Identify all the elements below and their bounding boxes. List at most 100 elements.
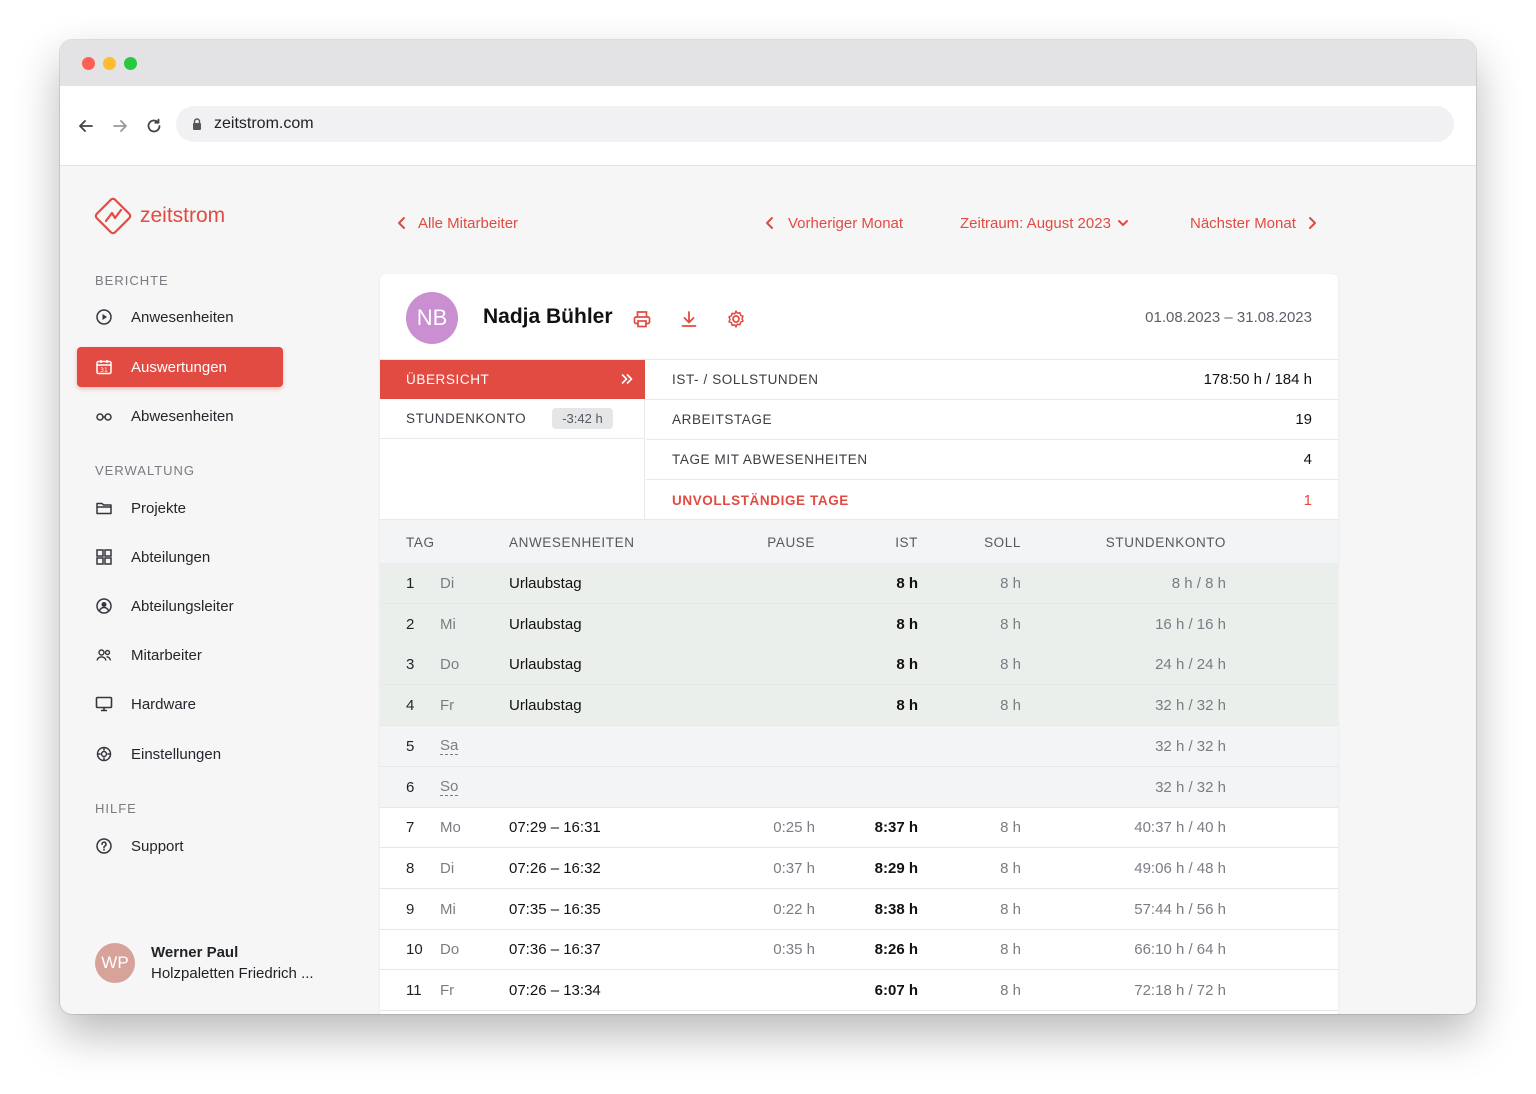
settings-gear-icon[interactable]: [725, 308, 747, 330]
table-row[interactable]: 6 So 32 h / 32 h: [380, 766, 1338, 808]
address-bar[interactable]: zeitstrom.com: [176, 106, 1454, 142]
summary-value: 1: [1303, 491, 1312, 509]
sidebar-item-mitarbeiter[interactable]: Mitarbeiter: [77, 635, 283, 675]
weekday-cell: Do: [440, 941, 460, 959]
maximize-window-button[interactable]: [124, 57, 137, 70]
soll-cell: 8 h: [1000, 575, 1021, 592]
weekday-cell: So: [440, 777, 459, 796]
soll-cell: 8 h: [1000, 900, 1021, 918]
summary-row-ist-soll: IST- / SOLLSTUNDEN 178:50 h / 184 h: [646, 360, 1338, 400]
logo[interactable]: zeitstrom: [92, 195, 225, 237]
table-row[interactable]: 10 Do 07:36 – 16:37 0:35 h 8:26 h 8 h 66:10 h …: [380, 929, 1338, 971]
browser-toolbar: zeitstrom.com: [60, 86, 1476, 166]
sidebar-item-label: Einstellungen: [131, 745, 222, 763]
stundenkonto-badge: -3:42 h: [552, 408, 613, 429]
ist-cell: 8 h: [896, 575, 918, 592]
stundenkonto-cell: 57:44 h / 56 h: [1134, 900, 1226, 918]
table-row[interactable]: 3 Do Urlaubstag 8 h 8 h 24 h / 24 h: [380, 644, 1338, 686]
folder-icon: [95, 499, 113, 517]
user-name: Werner Paul: [151, 944, 239, 961]
sidebar-item-einstellungen[interactable]: Einstellungen: [77, 734, 283, 774]
svg-text:31: 31: [100, 367, 108, 374]
app-content: zeitstrom BERICHTE Anwesenheiten 31 Ausw…: [60, 166, 1476, 1014]
print-icon[interactable]: [631, 308, 653, 330]
sidebar-item-label: Mitarbeiter: [131, 646, 202, 664]
attendance-cell: Urlaubstag: [509, 697, 582, 715]
column-header-pause: PAUSE: [767, 535, 815, 550]
table-row[interactable]: 11 Fr 07:26 – 13:34 6:07 h 8 h 72:18 h / 72 h: [380, 970, 1338, 1011]
sidebar-item-label: Support: [131, 837, 184, 855]
section-label-berichte: BERICHTE: [95, 273, 169, 288]
day-cell: 10: [406, 941, 423, 959]
summary-row-unvollstaendig[interactable]: UNVOLLSTÄNDIGE TAGE 1: [646, 480, 1338, 520]
summary-label: UNVOLLSTÄNDIGE TAGE: [672, 492, 849, 508]
sidebar-item-label: Abwesenheiten: [131, 407, 234, 425]
back-arrow-icon[interactable]: [72, 112, 100, 140]
soll-cell: 8 h: [1000, 615, 1021, 633]
stundenkonto-cell: 16 h / 16 h: [1155, 615, 1226, 633]
summary-label: IST- / SOLLSTUNDEN: [672, 372, 819, 387]
day-cell: 2: [406, 615, 415, 633]
current-user[interactable]: WP Werner Paul Holzpaletten Friedrich ..…: [95, 942, 314, 984]
stundenkonto-cell: 72:18 h / 72 h: [1134, 982, 1226, 999]
attendance-cell: Urlaubstag: [509, 656, 582, 674]
reload-icon[interactable]: [140, 112, 168, 140]
employee-name: Nadja Bühler: [483, 305, 613, 328]
ist-cell: 8 h: [896, 697, 918, 715]
employee-avatar: NB: [406, 292, 458, 344]
pause-cell: 0:22 h: [773, 900, 815, 918]
summary-row-arbeitstage: ARBEITSTAGE 19: [646, 400, 1338, 440]
window-titlebar: [60, 40, 1476, 86]
sidebar-item-projekte[interactable]: Projekte: [77, 488, 283, 528]
day-cell: 5: [406, 737, 415, 755]
table-row[interactable]: 5 Sa 32 h / 32 h: [380, 725, 1338, 767]
sidebar-item-auswertungen[interactable]: 31 Auswertungen: [77, 347, 283, 387]
ist-cell: 6:07 h: [874, 982, 918, 999]
stundenkonto-row: STUNDENKONTO -3:42 h: [380, 399, 645, 439]
close-window-button[interactable]: [82, 57, 95, 70]
glasses-icon: [95, 407, 113, 425]
chevron-right-icon: [1306, 216, 1318, 230]
sidebar-item-abteilungen[interactable]: Abteilungen: [77, 537, 283, 577]
download-icon[interactable]: [678, 308, 700, 330]
day-cell: 11: [406, 982, 422, 999]
minimize-window-button[interactable]: [103, 57, 116, 70]
weekday-cell: Mi: [440, 615, 456, 633]
attendance-cell: 07:35 – 16:35: [509, 900, 601, 918]
lock-icon: [190, 117, 204, 131]
ist-cell: 8:38 h: [874, 900, 918, 918]
ist-cell: 8:37 h: [874, 819, 918, 837]
weekday-cell: Di: [440, 575, 455, 592]
table-row[interactable]: 1 Di Urlaubstag 8 h 8 h 8 h / 8 h: [380, 563, 1338, 604]
sidebar-item-support[interactable]: Support: [77, 826, 283, 866]
table-row[interactable]: 9 Mi 07:35 – 16:35 0:22 h 8:38 h 8 h 57:44 h /…: [380, 889, 1338, 930]
summary-section: ÜBERSICHT STUNDENKONTO -3:42 h IST- / SO…: [380, 360, 1338, 519]
all-employees-link[interactable]: Alle Mitarbeiter: [396, 212, 518, 234]
sidebar-item-anwesenheiten[interactable]: Anwesenheiten: [77, 297, 283, 337]
column-header-tag: TAG: [406, 535, 435, 550]
forward-arrow-icon[interactable]: [106, 112, 134, 140]
table-row[interactable]: 4 Fr Urlaubstag 8 h 8 h 32 h / 32 h: [380, 685, 1338, 727]
table-row[interactable]: 7 Mo 07:29 – 16:31 0:25 h 8:37 h 8 h 40:37 h /…: [380, 807, 1338, 849]
table-row[interactable]: 2 Mi Urlaubstag 8 h 8 h 16 h / 16 h: [380, 603, 1338, 645]
next-month-link[interactable]: Nächster Monat: [1190, 212, 1318, 234]
sidebar-item-label: Abteilungsleiter: [131, 597, 234, 615]
sidebar-item-abteilungsleiter[interactable]: Abteilungsleiter: [77, 586, 283, 626]
stundenkonto-label: STUNDENKONTO: [406, 411, 527, 426]
report-period: 01.08.2023 – 31.08.2023: [1145, 309, 1312, 326]
weekday-cell: Mo: [440, 819, 461, 837]
summary-value: 19: [1295, 411, 1312, 428]
table-row[interactable]: 8 Di 07:26 – 16:32 0:37 h 8:29 h 8 h 49:06 h /…: [380, 848, 1338, 889]
soll-cell: 8 h: [1000, 941, 1021, 959]
attendance-cell: 07:36 – 16:37: [509, 941, 601, 959]
ist-cell: 8 h: [896, 615, 918, 633]
sidebar-item-hardware[interactable]: Hardware: [77, 684, 283, 724]
period-select[interactable]: Zeitraum: August 2023: [960, 212, 1129, 234]
prev-month-label: Vorheriger Monat: [788, 214, 904, 232]
tab-uebersicht[interactable]: ÜBERSICHT: [380, 360, 645, 399]
day-cell: 6: [406, 778, 415, 796]
sidebar-item-abwesenheiten[interactable]: Abwesenheiten: [77, 396, 283, 436]
prev-month-link[interactable]: Vorheriger Monat: [764, 212, 903, 234]
sidebar-item-label: Abteilungen: [131, 548, 211, 566]
weekday-cell: Fr: [440, 982, 455, 999]
